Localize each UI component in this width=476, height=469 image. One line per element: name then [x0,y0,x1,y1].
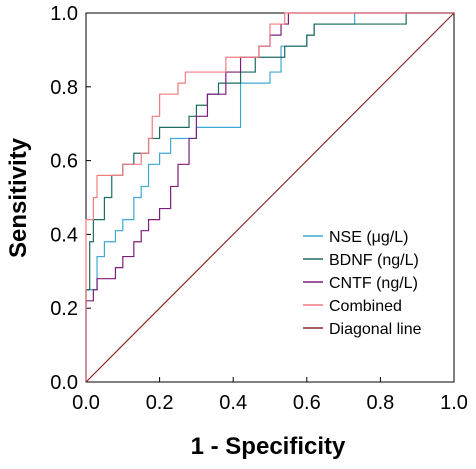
x-tick-label: 1.0 [440,392,468,414]
axes: 0.0 0.2 0.4 0.6 0.8 1.0 0.0 0.2 0.4 0.6 0.8 1.0 [50,3,468,414]
y-tick-label: 1.0 [50,3,78,25]
x-tick-label: 0.0 [72,392,100,414]
x-axis-title: 1 - Specificity [191,433,346,460]
x-tick-label: 0.4 [219,392,247,414]
y-tick-label: 0.8 [50,77,78,99]
x-tick-label: 0.8 [366,392,394,414]
legend-label: NSE (μg/L) [329,229,408,246]
series-line-bdnf-ng-l [85,12,454,382]
y-tick-label: 0.0 [50,372,78,394]
series-line-combined [85,12,454,382]
y-axis-title: Sensitivity [5,137,32,258]
plot-frame [85,12,455,383]
y-tick-label: 0.2 [50,298,78,320]
x-tick-label: 0.6 [293,392,321,414]
legend: NSE (μg/L) BDNF (ng/L) CNTF (ng/L) Combined… [303,229,422,338]
series-layer [85,12,455,383]
legend-label: CNTF (ng/L) [329,275,418,292]
y-tick-label: 0.4 [50,224,78,246]
series-line-diagonal-line [85,12,455,383]
x-tick-label: 0.2 [146,392,174,414]
legend-label: BDNF (ng/L) [329,252,419,269]
legend-label: Combined [329,298,402,315]
legend-label: Diagonal line [329,321,422,338]
y-tick-label: 0.6 [50,151,78,173]
